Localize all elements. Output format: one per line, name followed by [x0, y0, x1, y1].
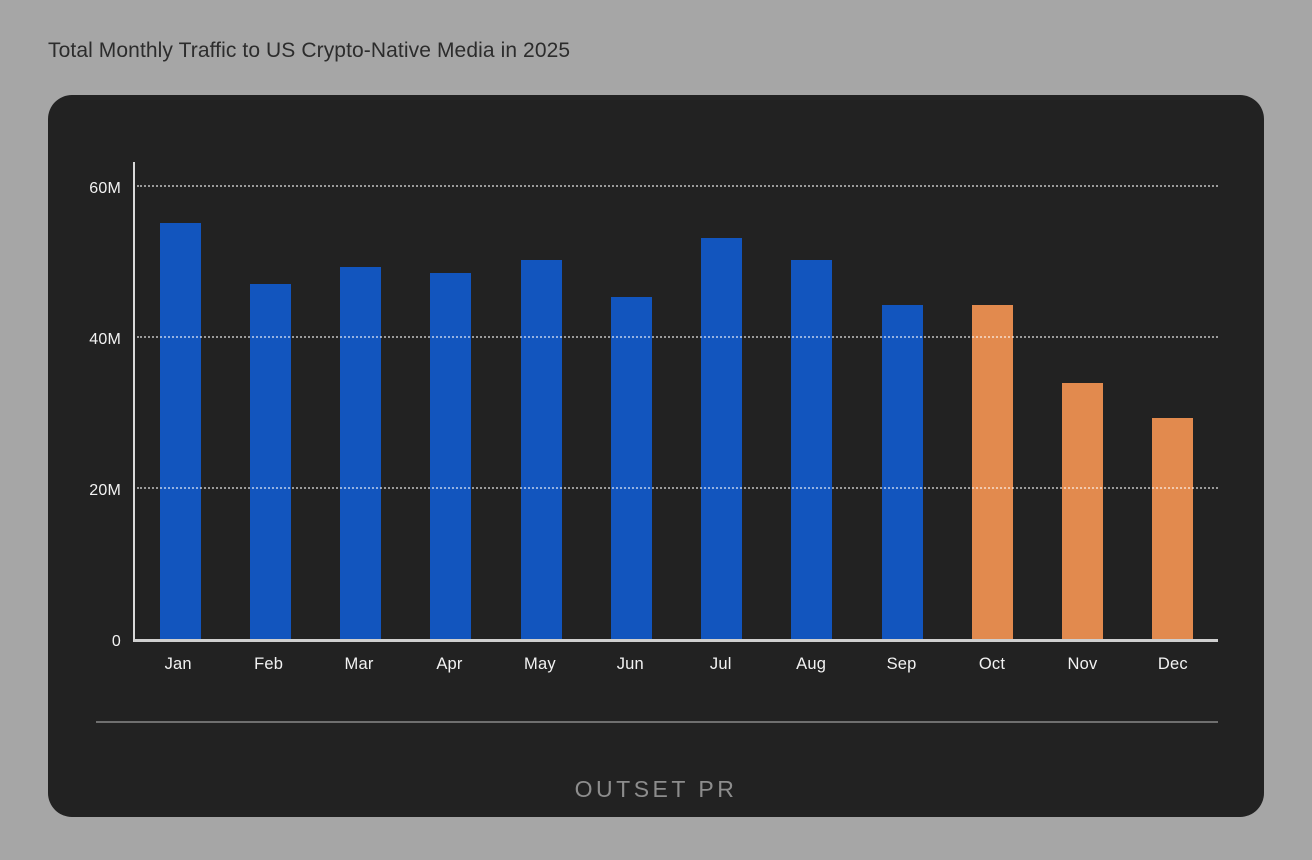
y-tick-20m: 20M	[89, 482, 121, 499]
bar-may	[520, 260, 562, 639]
plot-area	[133, 162, 1218, 642]
bar-slot-sep	[857, 162, 947, 639]
gridline-40m	[137, 336, 1218, 338]
x-label-may: May	[524, 655, 556, 673]
bar-slot-feb	[225, 162, 315, 639]
bar-apr	[430, 272, 472, 639]
bar-sep	[881, 305, 923, 639]
outset-pr-logo: OUTSET PR	[574, 776, 738, 802]
x-label-aug: Aug	[796, 655, 827, 673]
x-label-dec: Dec	[1157, 655, 1188, 673]
bar-jan	[159, 223, 201, 639]
gridline-60m	[137, 185, 1218, 187]
bar-slot-nov	[1038, 162, 1128, 639]
x-label-jan: Jan	[164, 655, 192, 673]
bar-slot-aug	[767, 162, 857, 639]
bar-slot-jan	[135, 162, 225, 639]
footer-divider	[96, 721, 1218, 723]
x-label-sep: Sep	[886, 655, 917, 673]
x-label-nov: Nov	[1067, 655, 1098, 673]
bar-slot-jul	[677, 162, 767, 639]
chart-card: 0 20M 40M 60M Jan Feb Mar Apr May Jun Jul Aug Sep Oc…	[48, 95, 1264, 817]
bar-jun	[610, 297, 652, 639]
bar-nov	[1062, 383, 1104, 639]
x-label-oct: Oct	[978, 655, 1006, 673]
x-label-jun: Jun	[616, 655, 644, 673]
bar-dec	[1152, 417, 1194, 639]
bar-slot-may	[496, 162, 586, 639]
y-tick-60m: 60M	[89, 180, 121, 197]
x-label-apr: Apr	[436, 655, 463, 673]
y-axis-labels: 0 20M 40M 60M	[48, 162, 133, 650]
bar-slot-mar	[316, 162, 406, 639]
x-label-jul: Jul	[709, 655, 732, 673]
bar-mar	[340, 266, 382, 639]
gridline-20m	[137, 487, 1218, 489]
bars-container	[135, 162, 1218, 639]
x-label-mar: Mar	[344, 655, 374, 673]
bar-slot-dec	[1128, 162, 1218, 639]
y-tick-40m: 40M	[89, 331, 121, 348]
bar-chart: 0 20M 40M 60M Jan Feb Mar Apr May Jun Jul Aug Sep Oc…	[48, 162, 1218, 674]
x-label-feb: Feb	[254, 655, 284, 673]
x-axis-labels: Jan Feb Mar Apr May Jun Jul Aug Sep Oct Nov Dec	[133, 642, 1218, 674]
bar-slot-jun	[586, 162, 676, 639]
y-tick-0: 0	[111, 633, 121, 650]
bar-slot-apr	[406, 162, 496, 639]
bar-aug	[791, 260, 833, 639]
bar-feb	[249, 284, 291, 639]
page-title: Total Monthly Traffic to US Crypto-Nativ…	[48, 39, 571, 62]
bar-jul	[701, 238, 743, 639]
bar-slot-oct	[947, 162, 1037, 639]
bar-oct	[971, 304, 1013, 639]
